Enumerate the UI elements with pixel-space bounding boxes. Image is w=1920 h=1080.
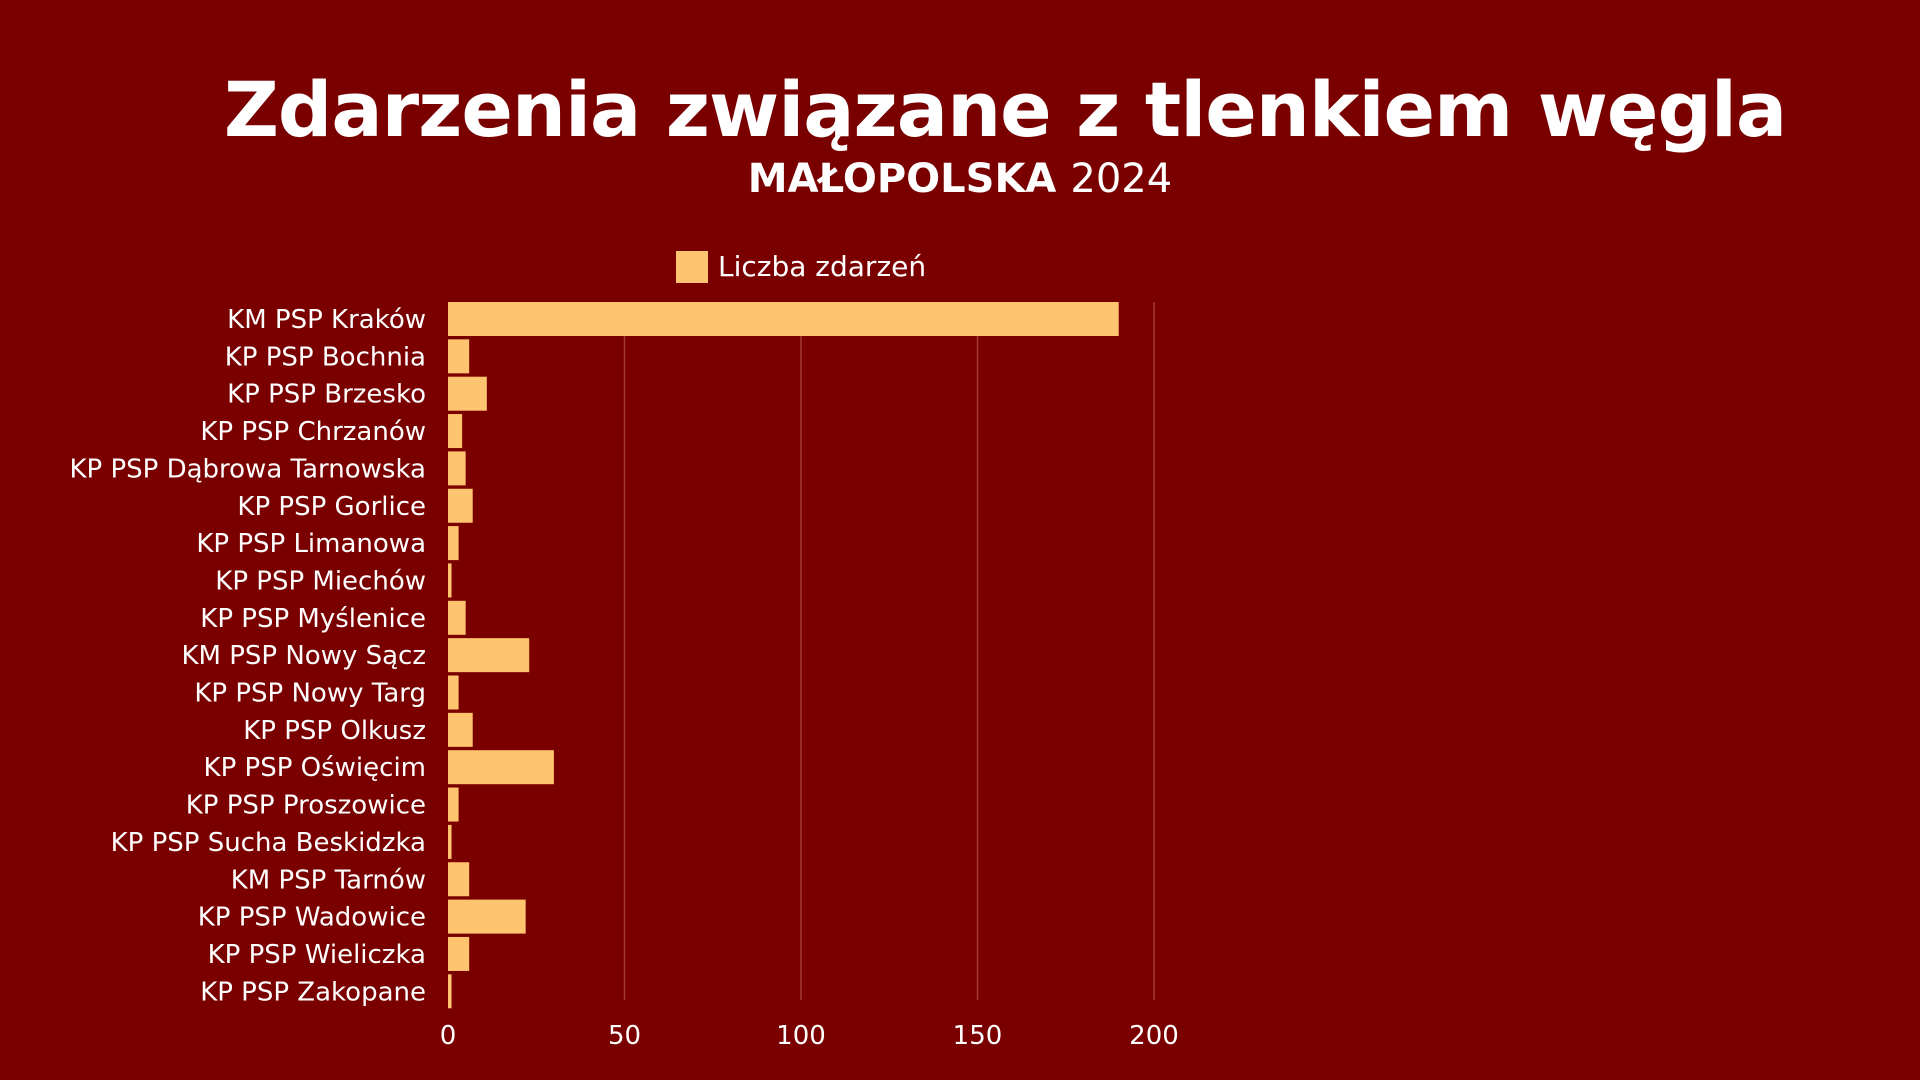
bar-16 — [448, 899, 526, 934]
bar-17 — [448, 936, 470, 971]
bar-9 — [448, 638, 530, 673]
page-subtitle: MAŁOPOLSKA 2024 — [0, 152, 1920, 206]
grid-lines — [623, 302, 1155, 1000]
x-tick-label: 200 — [1129, 1021, 1179, 1051]
x-tick-label: 50 — [608, 1021, 641, 1051]
year-label: 2024 — [1070, 156, 1173, 202]
category-label: KP PSP Gorlice — [237, 492, 426, 522]
chart-legend: Liczba zdarzeń — [676, 250, 926, 283]
x-axis-ticks: 0 50 100 150 200 — [440, 1021, 1179, 1051]
x-tick-label: 150 — [953, 1021, 1003, 1051]
category-label: KM PSP Nowy Sącz — [181, 641, 426, 671]
category-label: KM PSP Tarnów — [231, 865, 426, 895]
legend-label: Liczba zdarzeń — [718, 250, 927, 283]
category-label: KP PSP Olkusz — [243, 716, 426, 746]
bar-11 — [448, 712, 473, 747]
x-tick-label: 0 — [440, 1021, 457, 1051]
category-label: KP PSP Zakopane — [200, 977, 426, 1007]
bar-15 — [448, 862, 470, 897]
category-label: KP PSP Miechów — [215, 566, 426, 596]
category-label: KP PSP Myślenice — [200, 604, 426, 634]
category-label: KP PSP Bochnia — [225, 342, 426, 372]
category-label: KP PSP Wadowice — [198, 903, 426, 933]
bar-10 — [448, 675, 459, 710]
bar-18 — [448, 974, 452, 1009]
bar-6 — [448, 526, 459, 561]
page-title: Zdarzenia związane z tlenkiem węgla — [223, 65, 1787, 154]
bar-14 — [448, 824, 452, 859]
category-label: KP PSP Sucha Beskidzka — [111, 828, 426, 858]
category-label: KP PSP Wieliczka — [208, 940, 426, 970]
region-label: MAŁOPOLSKA — [747, 156, 1057, 202]
category-label: KP PSP Dąbrowa Tarnowska — [69, 454, 426, 484]
bar-2 — [448, 376, 487, 411]
category-labels: KM PSP Kraków KP PSP Bochnia KP PSP Brzesk… — [69, 305, 426, 1007]
category-label: KP PSP Oświęcim — [204, 753, 426, 783]
bar-12 — [448, 750, 554, 785]
x-tick-label: 100 — [776, 1021, 826, 1051]
bar-8 — [448, 600, 466, 635]
bar-7 — [448, 563, 452, 598]
bar-1 — [448, 339, 470, 374]
legend-swatch — [676, 250, 708, 283]
bars — [448, 302, 1119, 1009]
bar-13 — [448, 787, 459, 822]
category-label: KM PSP Kraków — [227, 305, 426, 335]
category-label: KP PSP Chrzanów — [200, 417, 426, 447]
category-label: KP PSP Proszowice — [186, 791, 426, 821]
category-label: KP PSP Limanowa — [196, 529, 426, 559]
category-label: KP PSP Brzesko — [227, 380, 426, 410]
bar-0 — [448, 302, 1119, 336]
bar-5 — [448, 488, 473, 523]
bar-3 — [448, 414, 463, 449]
bar-4 — [448, 451, 466, 486]
category-label: KP PSP Nowy Targ — [194, 679, 426, 709]
